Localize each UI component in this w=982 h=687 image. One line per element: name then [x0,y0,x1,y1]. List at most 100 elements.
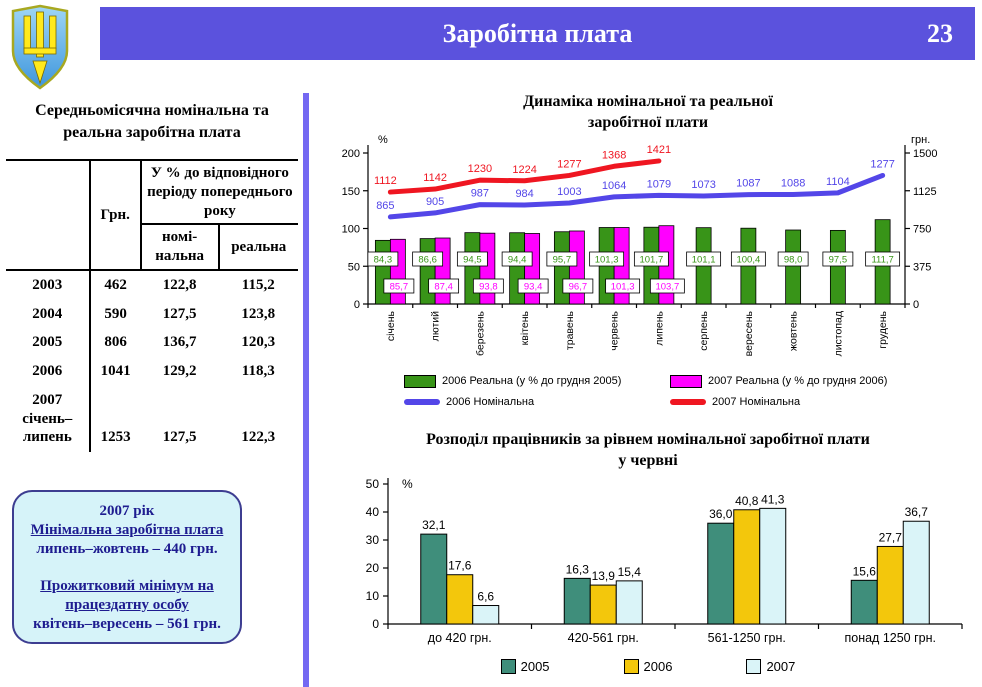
legend-item: 2006 Реальна (у % до грудня 2005) [404,374,640,388]
page-number: 23 [927,19,953,48]
svg-text:40,8: 40,8 [735,493,759,507]
svg-text:1064: 1064 [602,179,626,191]
table-cell: 462 [104,276,127,293]
svg-text:987: 987 [471,187,489,199]
svg-text:вересень: вересень [743,310,755,356]
chart1-title-line1: Динаміка номінальної та реальної [523,93,773,110]
minimum-wage-info-box: 2007 рік Мінімальна заробітна плата липе… [12,490,242,644]
wage-table: Грн. У % до відповідного періоду поперед… [6,159,298,453]
legend-label: 2006 Номінальна [446,395,535,408]
svg-text:420-561 грн.: 420-561 грн. [568,631,639,645]
svg-text:93,4: 93,4 [524,281,543,292]
svg-text:561-1250 грн.: 561-1250 грн. [708,631,786,645]
table-row: 2004 590 127,5 123,8 [6,299,298,329]
table-cell: 2007 січень– липень [6,385,91,453]
svg-text:27,7: 27,7 [879,530,903,544]
chart1-plot: 0 50 100 150 200 0 375 750 1125 1500% грн. 84,3 85,7… [342,134,938,356]
svg-text:жовтень: жовтень [788,310,800,351]
table-header-cell: номі- нальна [140,224,220,271]
svg-text:1500: 1500 [913,148,937,160]
svg-text:грудень: грудень [877,310,889,348]
svg-text:квітень: квітень [519,310,531,345]
svg-text:1277: 1277 [870,158,894,170]
svg-text:%: % [402,477,413,491]
table-cell: 127,5 [162,305,197,322]
svg-text:200: 200 [342,148,360,160]
svg-text:101,1: 101,1 [692,254,716,265]
spacer [20,560,234,577]
legend-label: 2005 [520,658,550,674]
svg-text:86,6: 86,6 [418,254,437,265]
svg-text:750: 750 [913,223,931,235]
legend-item: 2006 [623,658,673,674]
chart2-title: Розподіл працівників за рівнем номінальн… [318,430,978,472]
legend-label: 2007 Реальна (у % до грудня 2006) [708,375,888,388]
legend-item: 2007 [746,658,795,674]
header-bar: Заробітна плата 23 [100,7,975,60]
svg-text:95,7: 95,7 [553,254,572,265]
table-cell: 590 [104,305,127,322]
wage-table-title: Середньомісячна номінальна та реальна за… [35,102,269,141]
svg-text:85,7: 85,7 [390,281,409,292]
legend-swatch-2006 [623,658,639,674]
chart2-legend: 2005 2006 2007 [318,658,978,674]
svg-text:15,6: 15,6 [853,564,877,578]
svg-text:36,7: 36,7 [905,505,929,519]
svg-text:січень: січень [385,310,397,341]
svg-text:101,3: 101,3 [595,254,619,265]
svg-text:6,6: 6,6 [477,589,494,603]
table-cell: 1041 [100,363,131,380]
svg-text:1073: 1073 [691,179,715,191]
legend-swatch-2006-nominal [404,398,440,405]
chart1-title: Динаміка номінальної та реальної заробіт… [318,92,978,134]
svg-text:понад 1250 грн.: понад 1250 грн. [844,631,936,645]
svg-text:100: 100 [342,223,360,235]
chart-wage-distribution: Розподіл працівників за рівнем номінальн… [318,430,978,674]
svg-text:1003: 1003 [557,186,581,198]
svg-text:16,3: 16,3 [566,562,590,576]
svg-text:111,7: 111,7 [871,254,893,265]
table-cell: 2005 [6,328,91,358]
table-header-cell: реальна [218,224,298,271]
svg-text:32,1: 32,1 [422,518,446,532]
svg-text:984: 984 [515,188,533,200]
legend-swatch-2005 [500,658,516,674]
page-title: Заробітна плата [442,19,633,48]
svg-text:375: 375 [913,261,931,273]
table-cell: 122,8 [162,276,197,293]
axes [363,144,910,308]
svg-text:94,4: 94,4 [508,254,527,265]
svg-text:865: 865 [376,200,394,212]
svg-text:41,3: 41,3 [761,492,785,506]
table-cell: 2003 [6,269,91,300]
table-cell: 1253 [100,429,131,446]
svg-text:50: 50 [366,477,380,491]
svg-text:1104: 1104 [826,175,850,187]
svg-text:%: % [378,134,388,146]
legend-swatch-2007-nominal [670,398,706,405]
svg-text:1368: 1368 [602,149,626,161]
left-column: Середньомісячна номінальна та реальна за… [6,100,298,453]
legend-swatch-2007-real [670,374,702,388]
chart2-plot: 0 10 20 30 40 50 % 32,1 17,6 6,6 до 420 грн. 16,3 13… [366,477,963,645]
table-header-cell [6,159,91,271]
svg-text:0: 0 [354,299,360,311]
table-cell: 118,3 [241,363,275,380]
svg-text:13,9: 13,9 [592,569,616,583]
svg-text:лютий: лютий [430,310,442,340]
svg-text:93,8: 93,8 [479,281,498,292]
vertical-divider [303,93,309,687]
table-cell: 123,8 [241,305,276,322]
table-row: 2007 січень– липень 1253 127,5 122,3 [6,385,298,453]
legend-label: 2006 [643,658,673,674]
chart2-title-line1: Розподіл працівників за рівнем номінальн… [426,431,870,448]
svg-text:1125: 1125 [913,185,937,197]
svg-text:березень: березень [474,310,486,356]
svg-text:до 420 грн.: до 420 грн. [428,631,492,645]
svg-text:0: 0 [913,299,919,311]
svg-text:96,7: 96,7 [569,281,588,292]
svg-text:1112: 1112 [374,175,397,187]
line-2006-nominal [387,172,886,220]
svg-text:20: 20 [366,561,380,575]
chart-wage-dynamics: Динаміка номінальної та реальної заробіт… [318,92,978,408]
